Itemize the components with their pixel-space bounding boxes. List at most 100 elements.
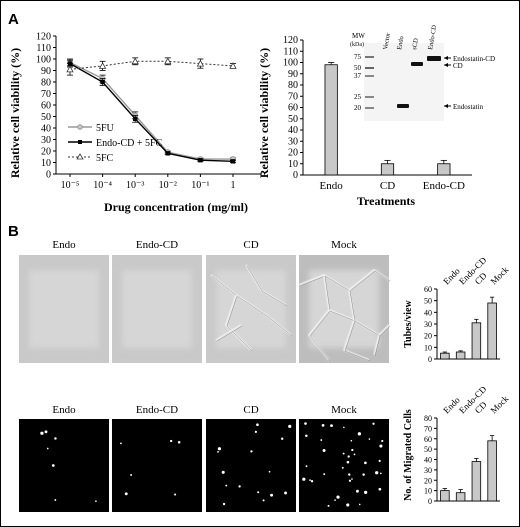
migration-image-1-cell bbox=[174, 493, 177, 496]
bb1-bar-3 bbox=[487, 302, 497, 360]
migration-image-3-cell bbox=[353, 453, 356, 456]
line-series-2-point bbox=[229, 62, 237, 69]
migration-image-3-cell bbox=[358, 503, 361, 506]
migration-labels: Endo Endo-CD CD Mock bbox=[52, 404, 357, 416]
line-chart-y-axis-label: Relative cell viability (%) bbox=[8, 48, 22, 178]
migration-image-3-cell bbox=[368, 438, 371, 440]
migration-image-3-cell bbox=[342, 452, 345, 455]
line-chart-series bbox=[66, 57, 237, 164]
tube-image-3-tube bbox=[343, 319, 370, 361]
bb2-y-tick-label: 50 bbox=[424, 445, 432, 454]
viability-bar-chart-y-axis-label: Relative cell viability (%) bbox=[257, 48, 271, 178]
migration-image-2-cell bbox=[268, 470, 271, 473]
viability-bar-chart-x-axis-label: Treatments bbox=[357, 194, 416, 208]
blot-lane-label-2: sCD bbox=[411, 37, 420, 50]
line-chart-x-tick-label: 10⁻⁴ bbox=[93, 180, 112, 191]
migration-image-3-cell bbox=[381, 439, 384, 443]
line-chart-x-tick-label: 1 bbox=[231, 180, 236, 191]
line-series-2-point bbox=[66, 65, 74, 73]
legend-5fu-label: 5FU bbox=[96, 123, 115, 134]
band-endostatin-cd bbox=[427, 56, 441, 61]
migration-image-3-cell bbox=[302, 477, 306, 481]
ba-y-tick-label: 120 bbox=[283, 35, 298, 46]
migration-image-3-cell bbox=[348, 473, 351, 476]
ba-y-tick-label: 0 bbox=[293, 170, 298, 181]
ba-bar-1 bbox=[380, 163, 395, 176]
ladder-band-20 bbox=[365, 107, 374, 109]
bb1-bar-0 bbox=[440, 352, 450, 360]
blot-mw-label: MW bbox=[352, 32, 365, 40]
migration-image-3-cell bbox=[346, 503, 350, 507]
legend-endocd-marker bbox=[78, 140, 82, 144]
migration-image-3-cell bbox=[348, 479, 352, 482]
ba-category-label-2: Endo-CD bbox=[423, 180, 465, 192]
migration-images bbox=[19, 419, 389, 512]
line-chart-y-tick-label: 100 bbox=[36, 55, 51, 66]
migration-image-0-cell bbox=[95, 500, 97, 503]
blot-marker-label-2: 37 bbox=[354, 72, 362, 80]
line-series-1-point bbox=[165, 151, 170, 156]
bb1-bar-1 bbox=[455, 351, 466, 360]
migration-image-0-cell bbox=[54, 437, 57, 440]
ba-y-tick-label: 50 bbox=[288, 114, 298, 125]
arrowhead-endostatin bbox=[444, 104, 448, 108]
bb1-y-tick-label: 60 bbox=[424, 285, 432, 294]
tube-image-3-tube-edge bbox=[309, 275, 331, 362]
migration-image-3-cell bbox=[323, 473, 326, 476]
migration-label-3: Mock bbox=[331, 404, 357, 416]
migration-image-3-cell bbox=[356, 489, 359, 493]
line-series-2-point bbox=[98, 62, 107, 69]
tube-label-2: CD bbox=[243, 239, 258, 251]
ba-y-tick-label: 80 bbox=[288, 80, 298, 91]
migration-image-1-cell bbox=[120, 442, 122, 445]
band-label-endostatin: Endostatin bbox=[453, 103, 483, 111]
bb1-y-tick-label: 20 bbox=[424, 332, 432, 341]
migration-image-3-cell bbox=[304, 422, 307, 425]
ba-y-tick-label: 10 bbox=[288, 159, 298, 170]
migration-image-3-cell bbox=[364, 490, 368, 495]
line-series-1-point bbox=[133, 116, 138, 121]
bb1-bar-2 bbox=[471, 322, 482, 360]
line-chart-x-axis-label: Drug concentration (mg/ml) bbox=[104, 200, 248, 214]
tube-formation-labels: Endo Endo-CD CD Mock bbox=[52, 239, 357, 251]
migration-label-0: Endo bbox=[52, 404, 76, 416]
line-series-1 bbox=[69, 62, 234, 163]
bb2-y-tick-label: 70 bbox=[424, 424, 432, 433]
line-chart-y-tick-label: 40 bbox=[41, 124, 51, 135]
blot-lane-label-1: Endo bbox=[396, 36, 405, 51]
migration-bar-chart-bars bbox=[440, 435, 497, 502]
migration-image-2-cell bbox=[225, 484, 228, 487]
migration-image-3-cell bbox=[327, 504, 330, 507]
migration-image-3-cell bbox=[379, 444, 383, 448]
migration-image-3-cell bbox=[309, 479, 311, 481]
line-chart-y-tick-label: 50 bbox=[41, 112, 51, 123]
line-series-1-point bbox=[230, 159, 236, 164]
line-chart-x-ticks: 10⁻⁵ 10⁻⁴ 10⁻³ 10⁻² 10⁻¹ 1 bbox=[61, 174, 236, 191]
migration-image-3-cell bbox=[305, 465, 308, 468]
blot-marker-label-3: 25 bbox=[354, 93, 362, 101]
bb1-y-tick-label: 10 bbox=[424, 343, 432, 352]
tube-label-1: Endo-CD bbox=[136, 239, 178, 251]
bb1-y-tick-label: 30 bbox=[424, 320, 432, 329]
band-endostatin bbox=[397, 104, 409, 108]
line-chart-y-tick-label: 80 bbox=[41, 78, 51, 89]
arrowhead-endostatin-cd bbox=[444, 56, 448, 60]
tube-image-3-tube-edge bbox=[344, 320, 371, 362]
line-chart-y-tick-label: 120 bbox=[36, 32, 51, 43]
migration-image-0-cell bbox=[46, 447, 49, 450]
tube-image-1-glow bbox=[122, 270, 192, 348]
line-series-1-point bbox=[100, 79, 105, 85]
line-chart-y-tick-label: 20 bbox=[41, 147, 51, 158]
line-series-1-point bbox=[198, 158, 203, 163]
bb2-bar-2 bbox=[471, 461, 482, 502]
migration-image-1-cell bbox=[124, 492, 128, 496]
migration-image-3-cell bbox=[320, 439, 323, 441]
migration-image-3-cell bbox=[330, 424, 333, 428]
tube-image-2-tube bbox=[245, 264, 287, 306]
tubes-bar-chart-y-axis-label: Tubes/view bbox=[403, 300, 414, 348]
tube-image-2-tube-edge bbox=[246, 265, 288, 307]
